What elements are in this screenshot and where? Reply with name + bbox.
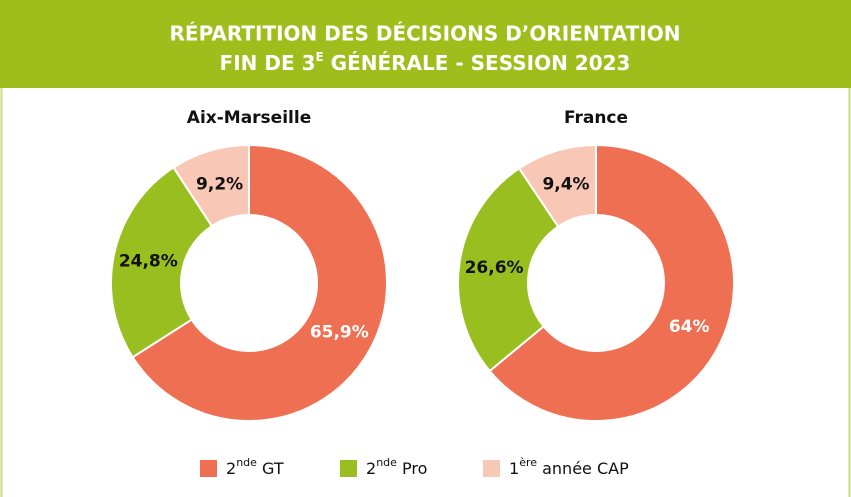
legend-label: 2nde GT bbox=[226, 456, 284, 478]
donut-slice bbox=[488, 143, 735, 422]
value-label: 64% bbox=[669, 317, 710, 337]
value-label: 24,8% bbox=[119, 251, 178, 271]
legend-part: 2 bbox=[226, 459, 236, 478]
legend-sup: nde bbox=[376, 456, 397, 469]
donut-slice bbox=[172, 143, 250, 228]
title-line: RÉPARTITION DES DÉCISIONS D’ORIENTATION bbox=[170, 22, 681, 46]
legend-label: 1ère année CAP bbox=[509, 456, 629, 478]
legend-part: GT bbox=[257, 459, 284, 478]
legend-swatch bbox=[200, 460, 217, 477]
chart-title: Aix-Marseille bbox=[187, 108, 311, 128]
legend-part: année CAP bbox=[537, 459, 629, 478]
legend-sup: nde bbox=[236, 456, 257, 469]
legend-part: 2 bbox=[366, 459, 376, 478]
header-bar bbox=[0, 0, 851, 88]
value-label: 9,2% bbox=[196, 174, 243, 194]
legend-label: 2nde Pro bbox=[366, 456, 427, 478]
chart-title: France bbox=[564, 108, 628, 128]
value-label: 9,4% bbox=[542, 174, 589, 194]
value-label: 65,9% bbox=[310, 323, 369, 343]
value-label: 26,6% bbox=[465, 258, 524, 278]
donut-slice bbox=[131, 143, 388, 422]
title-part: GÉNÉRALE - SESSION 2023 bbox=[324, 51, 631, 75]
legend-sup: ère bbox=[519, 456, 537, 469]
legend-swatch bbox=[340, 460, 357, 477]
legend-part: 1 bbox=[509, 459, 519, 478]
title-sup: E bbox=[316, 50, 324, 64]
donut-slice bbox=[457, 166, 560, 373]
title-line: FIN DE 3E GÉNÉRALE - SESSION 2023 bbox=[220, 50, 631, 75]
legend-swatch bbox=[483, 460, 500, 477]
legend-part: Pro bbox=[397, 459, 427, 478]
donut-slice bbox=[110, 166, 214, 359]
title-part: FIN DE 3 bbox=[220, 51, 316, 75]
donut-slice bbox=[517, 143, 597, 228]
